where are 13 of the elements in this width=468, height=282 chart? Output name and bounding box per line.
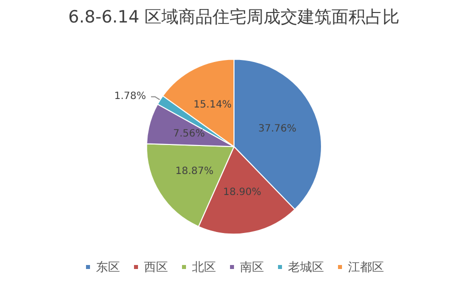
legend-label: 南区 bbox=[240, 260, 264, 274]
data-label: 15.14% bbox=[194, 100, 232, 111]
data-label: 18.90% bbox=[223, 187, 262, 198]
data-label: 37.76% bbox=[258, 124, 296, 135]
data-label: 7.56% bbox=[173, 128, 205, 140]
legend-label: 东区 bbox=[96, 260, 120, 274]
legend-label: 江都区 bbox=[348, 260, 384, 274]
data-label: 1.78% bbox=[114, 91, 146, 102]
legend-label: 北区 bbox=[192, 260, 216, 274]
legend-label: 西区 bbox=[144, 260, 168, 274]
data-label: 18.87% bbox=[175, 166, 214, 177]
chart-title: 6.8-6.14 区域商品住宅周成交建筑面积占比 bbox=[68, 8, 400, 28]
legend-label: 老城区 bbox=[288, 260, 324, 274]
